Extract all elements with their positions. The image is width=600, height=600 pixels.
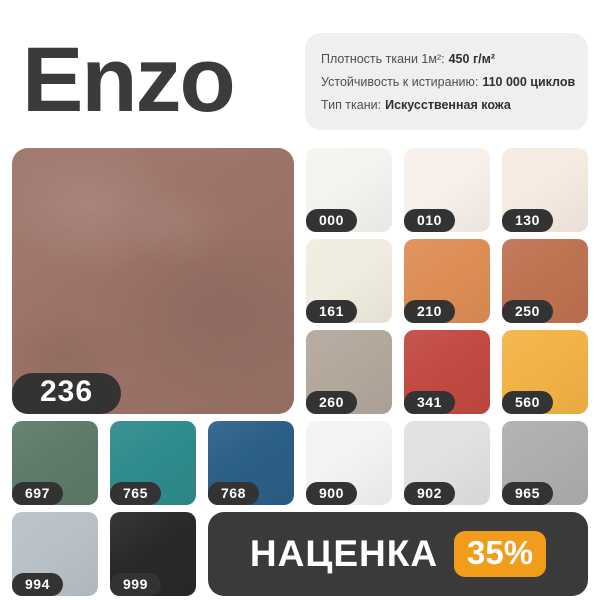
- swatch-994[interactable]: 994: [12, 512, 98, 596]
- swatch-code-badge: 260: [306, 391, 357, 414]
- spec-row-type: Тип ткани: Искусственная кожа: [321, 98, 572, 112]
- spec-label: Устойчивость к истиранию:: [321, 74, 479, 89]
- swatch-999[interactable]: 999: [110, 512, 196, 596]
- markup-percent-badge: 35%: [454, 531, 547, 577]
- swatch-000[interactable]: 000: [306, 148, 392, 232]
- specs-panel: Плотность ткани 1м²: 450 г/м² Устойчивост…: [305, 33, 588, 130]
- swatch-code-badge: 560: [502, 391, 553, 414]
- swatch-code-badge: 900: [306, 482, 357, 505]
- swatch-code-badge: 965: [502, 482, 553, 505]
- swatch-code-badge: 999: [110, 573, 161, 596]
- markup-label: НАЦЕНКА: [249, 533, 439, 574]
- swatch-161[interactable]: 161: [306, 239, 392, 323]
- spec-value: 110 000 циклов: [482, 74, 576, 89]
- swatch-code-badge: 161: [306, 300, 357, 323]
- swatch-code-badge: 130: [502, 209, 553, 232]
- swatch-765[interactable]: 765: [110, 421, 196, 505]
- swatch-010[interactable]: 010: [404, 148, 490, 232]
- swatch-code-badge: 000: [306, 209, 357, 232]
- swatch-560[interactable]: 560: [502, 330, 588, 414]
- swatch-130[interactable]: 130: [502, 148, 588, 232]
- swatch-code-badge: 341: [404, 391, 455, 414]
- markup-banner: НАЦЕНКА 35%: [208, 512, 588, 596]
- spec-value: 450 г/м²: [448, 51, 496, 66]
- swatch-341[interactable]: 341: [404, 330, 490, 414]
- swatch-code-badge: 765: [110, 482, 161, 505]
- swatch-code-badge: 768: [208, 482, 259, 505]
- swatch-250[interactable]: 250: [502, 239, 588, 323]
- spec-value: Искусственная кожа: [385, 97, 511, 112]
- swatch-code-badge: 010: [404, 209, 455, 232]
- swatch-code-badge: 697: [12, 482, 63, 505]
- main-swatch-236[interactable]: 236: [12, 148, 294, 414]
- swatch-210[interactable]: 210: [404, 239, 490, 323]
- swatch-902[interactable]: 902: [404, 421, 490, 505]
- swatch-code-badge: 236: [12, 373, 122, 414]
- swatch-code-badge: 250: [502, 300, 553, 323]
- swatch-code-badge: 994: [12, 573, 63, 596]
- spec-row-density: Плотность ткани 1м²: 450 г/м²: [321, 52, 572, 66]
- swatch-900[interactable]: 900: [306, 421, 392, 505]
- swatch-768[interactable]: 768: [208, 421, 294, 505]
- swatch-grid: 236 000 010 130 161 210 250 260 341 560: [12, 148, 588, 596]
- spec-label: Плотность ткани 1м²:: [321, 51, 445, 66]
- swatch-965[interactable]: 965: [502, 421, 588, 505]
- swatch-code-badge: 902: [404, 482, 455, 505]
- swatch-code-badge: 210: [404, 300, 455, 323]
- fabric-name-title: Enzo: [22, 29, 236, 131]
- spec-label: Тип ткани:: [321, 97, 382, 112]
- spec-row-abrasion: Устойчивость к истиранию: 110 000 циклов: [321, 74, 576, 89]
- swatch-260[interactable]: 260: [306, 330, 392, 414]
- swatch-697[interactable]: 697: [12, 421, 98, 505]
